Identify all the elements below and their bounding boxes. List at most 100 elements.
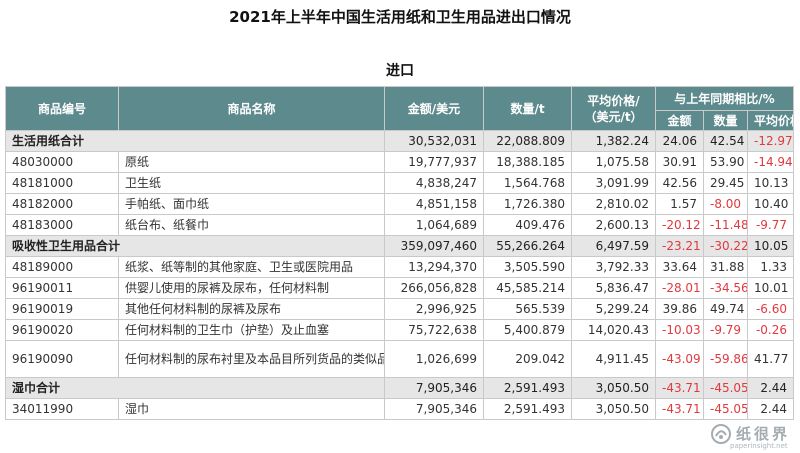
- watermark-url: paperinsight.net: [730, 442, 788, 450]
- cell-total-label: 生活用纸合计: [5, 130, 385, 152]
- cell-yoy-quantity: 42.54: [703, 130, 748, 152]
- cell-code: 48183000: [5, 214, 119, 236]
- cell-total-label: 湿巾合计: [5, 377, 385, 399]
- cell-amount: 19,777,937: [384, 151, 484, 173]
- cell-quantity: 2,591.493: [483, 377, 572, 399]
- cell-avg-price: 3,050.50: [571, 377, 656, 399]
- table-row: 48182000 手帕纸、面巾纸 4,851,158 1,726.380 2,810.0…: [5, 193, 795, 215]
- cell-name: 任何材料制的尿布衬里及本品目所列货品的类似品: [118, 340, 385, 378]
- cell-yoy-quantity: 53.90: [703, 151, 748, 173]
- cell-code: 34011990: [5, 398, 119, 420]
- header-avg-price-line1: 平均价格/: [587, 93, 640, 108]
- header-avg-price: 平均价格/ （美元/t）: [571, 86, 656, 131]
- cell-name: 任何材料制的卫生巾（护垫）及止血塞: [118, 319, 385, 341]
- cell-amount: 4,838,247: [384, 172, 484, 194]
- cell-yoy-quantity: -45.05: [703, 377, 748, 399]
- header-yoy-price: 平均价格: [746, 110, 795, 131]
- table-row: 96190090 任何材料制的尿布衬里及本品目所列货品的类似品 1,026,699 2…: [5, 340, 795, 378]
- cell-yoy-amount: -20.12: [655, 214, 704, 236]
- cell-code: 96190019: [5, 298, 119, 320]
- cell-avg-price: 1,075.58: [571, 151, 656, 173]
- cell-yoy-quantity: -34.56: [703, 277, 748, 299]
- header-yoy-amount: 金额: [655, 110, 704, 131]
- cell-yoy-quantity: -8.00: [703, 193, 748, 215]
- cell-avg-price: 3,792.33: [571, 256, 656, 278]
- cell-yoy-quantity: -45.05: [703, 398, 748, 420]
- cell-amount: 266,056,828: [384, 277, 484, 299]
- table-total-row: 生活用纸合计 30,532,031 22,088.809 1,382.24 24.06 4…: [5, 130, 795, 152]
- cell-yoy-price: -0.26: [746, 319, 795, 341]
- cell-quantity: 5,400.879: [483, 319, 572, 341]
- cell-amount: 75,722,638: [384, 319, 484, 341]
- cell-yoy-amount: 39.86: [655, 298, 704, 320]
- cell-yoy-price: -12.97: [746, 130, 795, 152]
- cell-amount: 2,996,925: [384, 298, 484, 320]
- header-yoy-group: 与上年同期相比/%: [654, 86, 795, 111]
- cell-yoy-amount: -23.21: [655, 235, 704, 257]
- cell-name: 纸浆、纸等制的其他家庭、卫生或医院用品: [118, 256, 385, 278]
- cell-yoy-amount: 33.64: [655, 256, 704, 278]
- cell-name: 纸台布、纸餐巾: [118, 214, 385, 236]
- cell-name: 供婴儿使用的尿裤及尿布，任何材料制: [118, 277, 385, 299]
- watermark: 纸很界 paperinsight.net: [710, 421, 794, 451]
- table-body: 生活用纸合计 30,532,031 22,088.809 1,382.24 24.06 4…: [5, 130, 795, 420]
- cell-avg-price: 14,020.43: [571, 319, 656, 341]
- cell-quantity: 409.476: [483, 214, 572, 236]
- paper-insight-logo-icon: [711, 424, 731, 444]
- cell-yoy-quantity: -11.48: [703, 214, 748, 236]
- cell-code: 48182000: [5, 193, 119, 215]
- table-total-row: 湿巾合计 7,905,346 2,591.493 3,050.50 -43.71 -45.…: [5, 377, 795, 399]
- cell-quantity: 209.042: [483, 340, 572, 378]
- section-title-import: 进口: [386, 63, 414, 79]
- cell-yoy-price: -14.94: [746, 151, 795, 173]
- table-row: 96190020 任何材料制的卫生巾（护垫）及止血塞 75,722,638 5,400…: [5, 319, 795, 341]
- cell-amount: 7,905,346: [384, 377, 484, 399]
- header-yoy-quantity: 数量: [703, 110, 748, 131]
- cell-yoy-price: 10.01: [746, 277, 795, 299]
- cell-amount: 13,294,370: [384, 256, 484, 278]
- cell-code: 96190011: [5, 277, 119, 299]
- cell-quantity: 18,388.185: [483, 151, 572, 173]
- cell-code: 48181000: [5, 172, 119, 194]
- cell-avg-price: 1,382.24: [571, 130, 656, 152]
- cell-avg-price: 2,600.13: [571, 214, 656, 236]
- cell-name: 湿巾: [118, 398, 385, 420]
- table-row: 96190019 其他任何材料制的尿裤及尿布 2,996,925 565.539 5,2…: [5, 298, 795, 320]
- cell-quantity: 22,088.809: [483, 130, 572, 152]
- cell-quantity: 3,505.590: [483, 256, 572, 278]
- cell-yoy-amount: -28.01: [655, 277, 704, 299]
- cell-yoy-price: -6.60: [746, 298, 795, 320]
- table-row: 48181000 卫生纸 4,838,247 1,564.768 3,091.99 42.…: [5, 172, 795, 194]
- cell-avg-price: 3,091.99: [571, 172, 656, 194]
- cell-code: 96190090: [5, 340, 119, 378]
- cell-quantity: 565.539: [483, 298, 572, 320]
- cell-avg-price: 4,911.45: [571, 340, 656, 378]
- header-avg-price-line2: （美元/t）: [584, 109, 643, 124]
- cell-quantity: 1,564.768: [483, 172, 572, 194]
- cell-yoy-price: 10.13: [746, 172, 795, 194]
- cell-quantity: 45,585.214: [483, 277, 572, 299]
- cell-avg-price: 6,497.59: [571, 235, 656, 257]
- header-quantity: 数量/t: [483, 86, 572, 131]
- cell-amount: 30,532,031: [384, 130, 484, 152]
- cell-yoy-quantity: -9.79: [703, 319, 748, 341]
- table-row: 34011990 湿巾 7,905,346 2,591.493 3,050.50 -43.…: [5, 398, 795, 420]
- cell-amount: 1,026,699: [384, 340, 484, 378]
- cell-yoy-quantity: 29.45: [703, 172, 748, 194]
- cell-amount: 1,064,689: [384, 214, 484, 236]
- cell-yoy-amount: -10.03: [655, 319, 704, 341]
- import-table: 商品编号 商品名称 金额/美元 数量/t 平均价格/ （美元/t） 与上年同期相…: [5, 86, 795, 420]
- cell-yoy-amount: -43.71: [655, 398, 704, 420]
- page-title: 2021年上半年中国生活用纸和卫生用品进出口情况: [229, 8, 571, 26]
- cell-yoy-price: 41.77: [746, 340, 795, 378]
- table-row: 96190011 供婴儿使用的尿裤及尿布，任何材料制 266,056,828 45,5…: [5, 277, 795, 299]
- cell-yoy-price: -9.77: [746, 214, 795, 236]
- cell-total-label: 吸收性卫生用品合计: [5, 235, 385, 257]
- cell-code: 48030000: [5, 151, 119, 173]
- cell-avg-price: 3,050.50: [571, 398, 656, 420]
- cell-yoy-amount: 42.56: [655, 172, 704, 194]
- cell-code: 48189000: [5, 256, 119, 278]
- cell-amount: 4,851,158: [384, 193, 484, 215]
- cell-yoy-amount: -43.09: [655, 340, 704, 378]
- cell-yoy-price: 10.40: [746, 193, 795, 215]
